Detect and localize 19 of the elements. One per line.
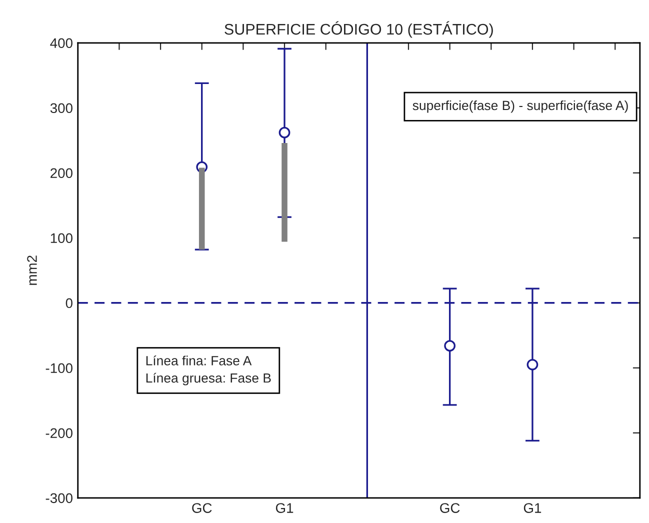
y-axis-title: mm2 [27,256,37,285]
annotation: superficie(fase B) - superficie(fase A) [412,100,628,113]
point [526,358,538,370]
y-tick-label: -200 [46,428,72,438]
y-tick-label: -100 [46,363,72,374]
x-tick-label: GC [192,503,212,513]
chart-title: SUPERFICIE CÓDIGO 10 (ESTÁTICO) [224,21,493,38]
y-tick-label: 300 [50,103,72,114]
y-tick-label: 200 [50,168,72,178]
y-tick-label: 0 [66,298,72,308]
y-tick-label: -300 [46,493,72,504]
x-tick-label: GC [440,503,460,513]
point [278,126,290,138]
point [444,340,456,352]
annotation: Línea fina: Fase A Línea gruesa: Fase B [146,356,271,386]
y-tick-label: 100 [50,233,72,244]
y-tick-label: 400 [50,38,72,48]
x-tick-label: G1 [276,503,294,513]
x-tick-label: G1 [524,503,542,513]
